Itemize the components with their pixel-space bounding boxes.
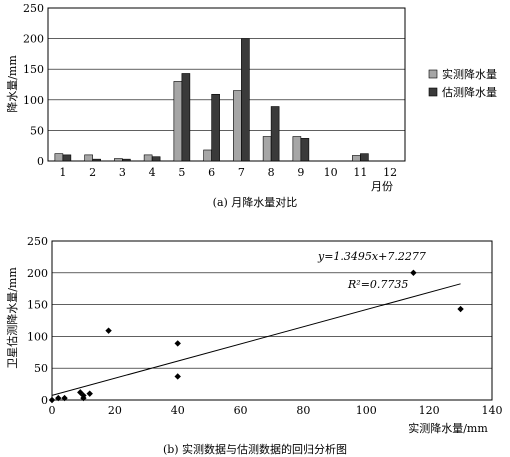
bar-gridlines — [48, 38, 405, 131]
bar-x-tick: 2 — [89, 166, 96, 179]
bar-measured — [143, 154, 153, 162]
scatter-x-tick: 140 — [482, 404, 503, 417]
scatter-point — [174, 373, 181, 380]
bar-measured — [114, 158, 123, 162]
bar-estimated — [151, 156, 161, 162]
bar-measured — [292, 136, 302, 162]
bar-x-axis-label: 月份 — [371, 180, 393, 193]
scatter-y-tick: 150 — [27, 299, 48, 312]
bar-measured — [173, 81, 183, 162]
bar-x-tick: 12 — [383, 166, 397, 179]
bar-chart-caption: (a) 月降水量对比 — [213, 195, 298, 209]
bar-y-tick: 0 — [37, 155, 44, 168]
bar-measured — [233, 90, 242, 162]
scatter-points — [48, 269, 464, 404]
bar-x-tick: 1 — [59, 166, 66, 179]
scatter-point — [48, 396, 56, 404]
bar-x-tick: 8 — [268, 166, 275, 179]
bar-estimated — [122, 158, 131, 162]
scatter-point — [61, 394, 68, 402]
scatter-point — [174, 340, 181, 347]
bar-estimated — [211, 93, 220, 162]
bar-estimated — [62, 154, 72, 162]
bar-plot-frame — [47, 7, 406, 162]
scatter-point — [105, 327, 112, 334]
bar-x-tick: 7 — [238, 166, 245, 179]
bar-x-tick: 4 — [149, 166, 156, 179]
scatter-y-tick: 0 — [41, 394, 48, 407]
bar-x-tick-labels: 1 2 3 4 5 6 7 8 9 10 11 12 — [59, 166, 397, 179]
bar-measured — [203, 149, 212, 162]
bar-estimated — [360, 153, 369, 162]
legend-swatch-estimated — [428, 87, 438, 97]
bar-estimated — [241, 38, 250, 162]
scatter-x-tick: 20 — [108, 404, 122, 417]
scatter-x-tick-labels: 0 20 40 60 80 100 120 140 — [49, 404, 503, 417]
bar-legend: 实测降水量 估测降水量 — [428, 67, 497, 99]
regression-equation: y=1.3495x+7.2277 — [317, 250, 426, 263]
bar-x-tick: 6 — [208, 166, 215, 179]
legend-label-estimated: 估测降水量 — [442, 85, 497, 99]
regression-line — [51, 283, 461, 396]
legend-label-measured: 实测降水量 — [442, 67, 497, 81]
scatter-point — [457, 305, 464, 313]
bar-y-tick-labels: 0 50 100 150 200 250 — [23, 2, 44, 168]
scatter-y-tick-labels: 0 50 100 150 200 250 — [27, 235, 48, 407]
scatter-y-tick: 100 — [27, 330, 48, 343]
bar-estimated — [92, 158, 101, 162]
bar-y-tick: 150 — [23, 63, 44, 76]
legend-swatch-measured — [428, 69, 438, 79]
scatter-point — [80, 394, 87, 402]
scatter-x-tick: 0 — [49, 404, 56, 417]
bar-estimated — [181, 73, 191, 162]
scatter-x-axis-label: 实测降水量/mm — [408, 421, 488, 435]
scatter-x-tick: 80 — [296, 404, 310, 417]
bar-measured — [352, 155, 361, 162]
bar-x-tick: 9 — [297, 166, 304, 179]
scatter-y-tick: 200 — [27, 267, 48, 280]
bar-measured — [54, 153, 64, 162]
scatter-point — [410, 269, 417, 276]
bar-measured — [262, 136, 272, 162]
bar-measured — [84, 154, 93, 162]
bar-x-tick: 11 — [353, 166, 367, 179]
regression-scatter-chart: 0 50 100 150 200 250 0 20 40 60 80 100 120 140 y=1.3… — [5, 235, 503, 456]
scatter-x-tick: 120 — [419, 404, 440, 417]
bar-estimated — [270, 106, 280, 162]
r-squared-label: R²=0.7735 — [347, 278, 408, 291]
scatter-point — [55, 394, 62, 402]
bar-x-tick: 5 — [178, 166, 185, 179]
bar-y-tick: 50 — [30, 124, 44, 137]
bar-y-tick: 200 — [23, 33, 44, 46]
scatter-gridlines — [52, 272, 492, 369]
bar-series — [54, 38, 369, 162]
scatter-plot-frame — [51, 240, 493, 401]
bar-y-tick: 250 — [23, 2, 44, 15]
bar-y-axis-label: 降水量/mm — [5, 55, 19, 113]
bar-x-tick: 10 — [324, 166, 338, 179]
bar-x-tick: 3 — [119, 166, 126, 179]
scatter-x-tick: 100 — [356, 404, 377, 417]
scatter-chart-caption: (b) 实测数据与估测数据的回归分析图 — [163, 442, 347, 456]
scatter-x-tick: 40 — [171, 404, 185, 417]
scatter-y-axis-label: 卫星估测降水量/mm — [5, 267, 19, 369]
scatter-point — [86, 390, 93, 397]
scatter-x-tick: 60 — [234, 404, 248, 417]
bar-estimated — [300, 138, 310, 162]
bar-y-tick: 100 — [23, 94, 44, 107]
scatter-y-tick: 50 — [34, 362, 48, 375]
scatter-y-tick: 250 — [27, 235, 48, 248]
